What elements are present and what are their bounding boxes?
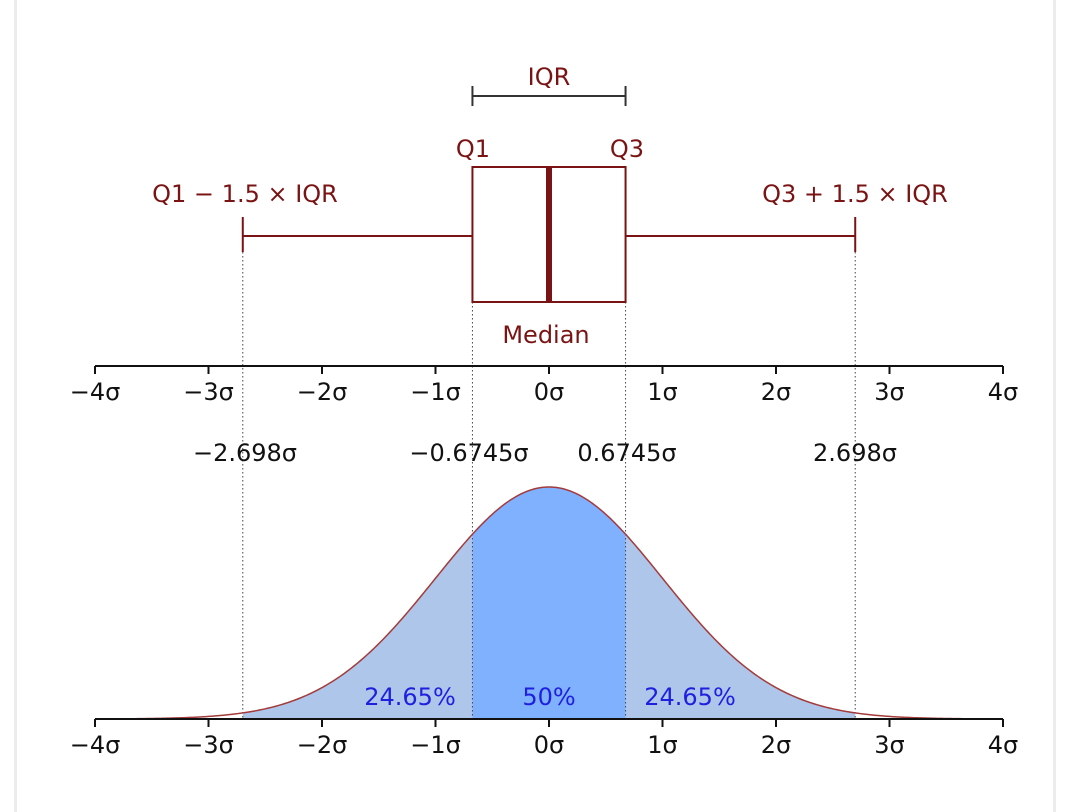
iqr-bracket — [471, 86, 627, 106]
top-tick-label: −4σ — [70, 378, 121, 406]
top-tick-label: 2σ — [761, 378, 791, 406]
top-tick-label: −1σ — [410, 378, 461, 406]
top-tick-label: 4σ — [988, 378, 1018, 406]
right-frame-border — [1053, 0, 1056, 812]
top-tick-label: 1σ — [647, 378, 677, 406]
top-tick-label: −2σ — [297, 378, 348, 406]
right-tail-percent: 24.65% — [644, 683, 736, 711]
bottom-tick-label: −1σ — [410, 731, 461, 759]
top-tick-label: −3σ — [183, 378, 234, 406]
bottom-sigma-axis: −4σ −3σ −2σ −1σ 0σ 1σ 2σ 3σ 4σ — [70, 718, 1018, 759]
guide-lines — [242, 252, 856, 719]
top-sigma-axis: −4σ −3σ −2σ −1σ 0σ 1σ 2σ 3σ 4σ — [70, 365, 1018, 406]
right-tail-region — [625, 534, 856, 719]
median-label: Median — [502, 321, 589, 349]
left-tail-region — [242, 534, 473, 719]
q3-label: Q3 — [610, 135, 644, 163]
center-iqr-region — [472, 487, 626, 719]
bottom-tick-label: 1σ — [647, 731, 677, 759]
bottom-tick-label: 2σ — [761, 731, 791, 759]
normal-density-curve — [95, 486, 1003, 720]
top-tick-label: 0σ — [534, 378, 564, 406]
bottom-tick-label: −3σ — [183, 731, 234, 759]
bottom-tick-label: −2σ — [297, 731, 348, 759]
q1-label: Q1 — [456, 135, 490, 163]
bottom-tick-label: 4σ — [988, 731, 1018, 759]
bottom-tick-label: −4σ — [70, 731, 121, 759]
q3-value-label: 0.6745σ — [577, 439, 676, 467]
left-frame-border — [14, 0, 17, 812]
q1-value-label: −0.6745σ — [409, 439, 528, 467]
top-tick-label: 3σ — [874, 378, 904, 406]
center-percent: 50% — [522, 683, 575, 711]
left-tail-percent: 24.65% — [364, 683, 456, 711]
box-plot — [241, 166, 857, 303]
lower-fence-label: Q1 − 1.5 × IQR — [152, 180, 338, 208]
bottom-tick-label: 3σ — [874, 731, 904, 759]
iqr-label: IQR — [528, 63, 571, 91]
lower-fence-value-label: −2.698σ — [193, 439, 297, 467]
distribution-fills — [242, 487, 856, 719]
bottom-tick-label: 0σ — [534, 731, 564, 759]
upper-fence-label: Q3 + 1.5 × IQR — [762, 180, 948, 208]
upper-fence-value-label: 2.698σ — [813, 439, 897, 467]
